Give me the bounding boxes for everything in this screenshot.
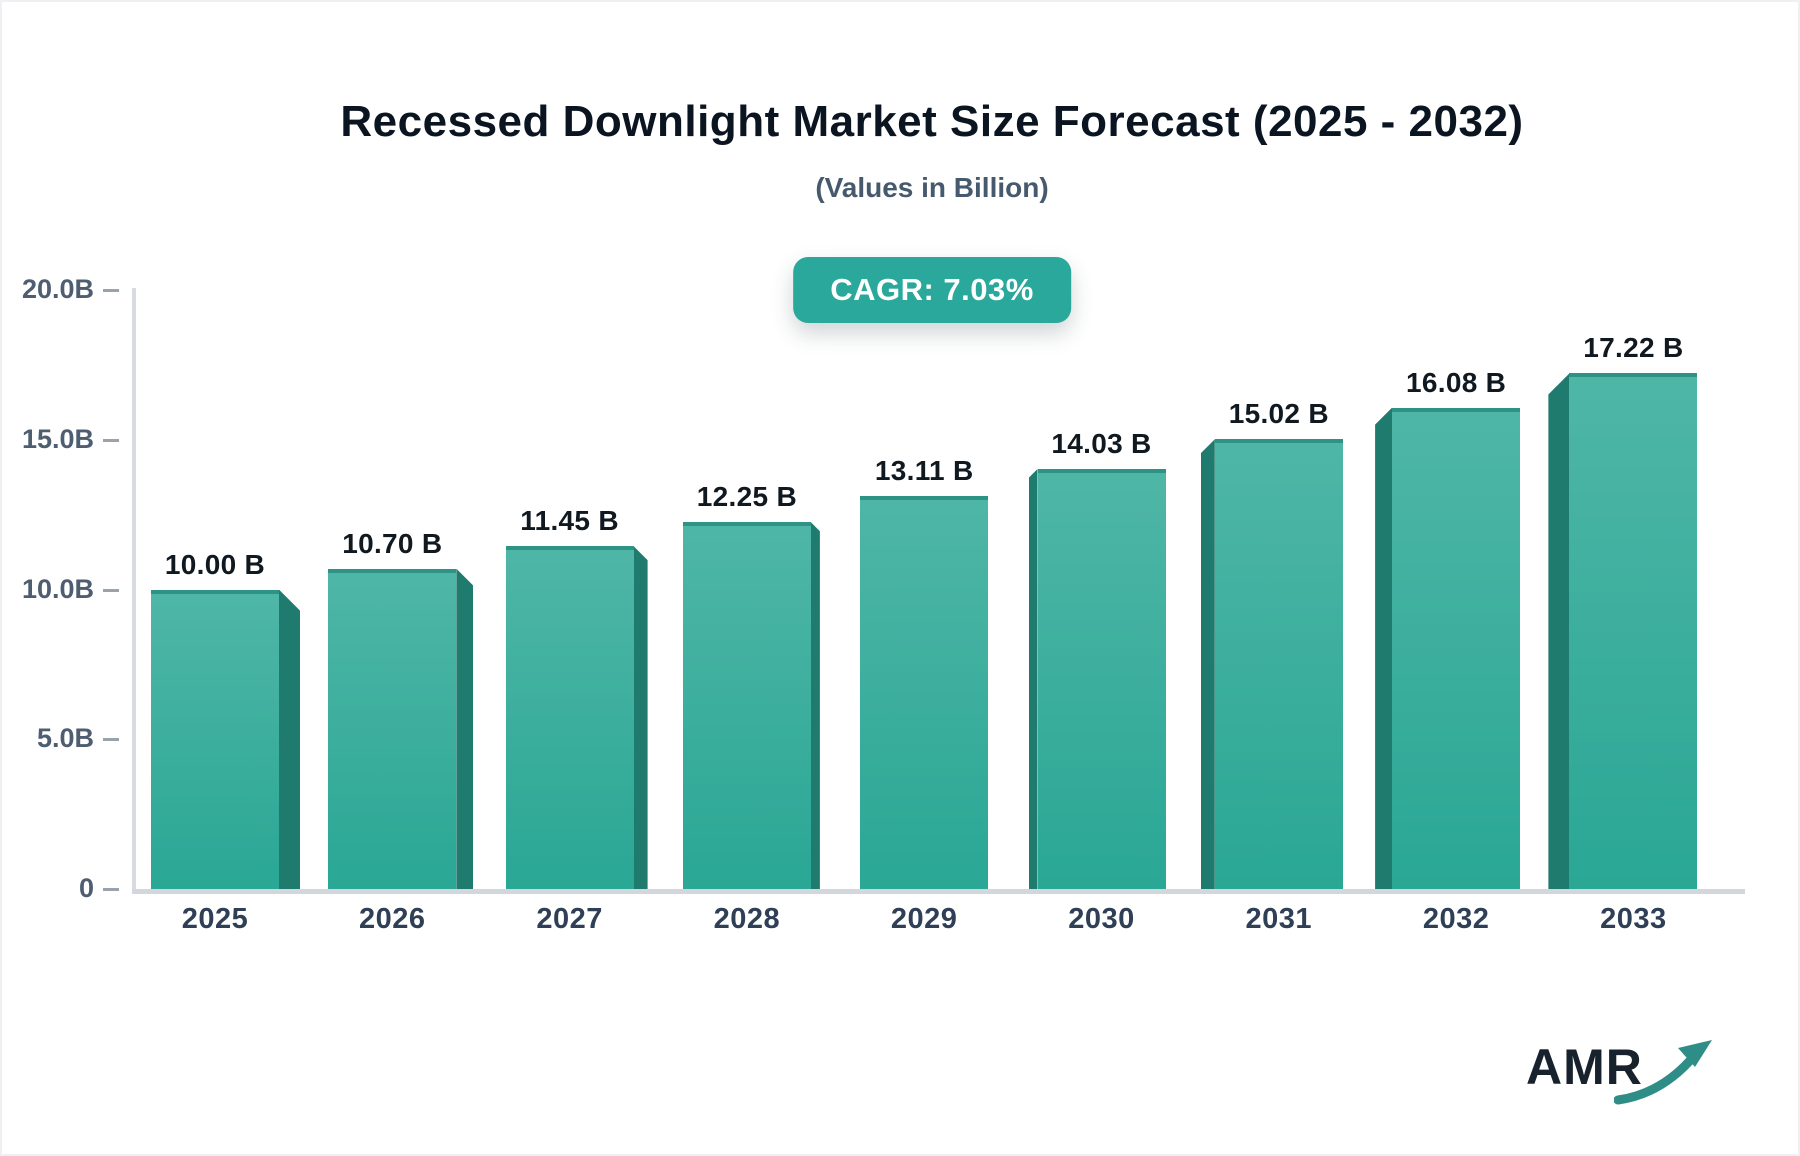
bar-value-label: 15.02 B [1228,398,1329,430]
x-axis-category-label: 2028 [713,903,781,935]
x-axis-category-label: 2027 [536,903,603,935]
bar-3d-side-2026 [456,568,474,889]
y-axis-tick-label: 0 [78,873,94,903]
x-axis-category-label: 2030 [1068,903,1135,935]
bar-3d-side-2033 [1548,373,1570,889]
y-axis-tick-mark [103,438,119,442]
brand-logo-text: AMR [1526,1039,1643,1095]
y-axis-line [132,288,136,889]
bar-3d-side-2027 [633,546,648,889]
x-axis-category-label: 2026 [359,903,426,935]
brand-logo: AMR [1526,1032,1716,1117]
bar-value-label: 12.25 B [696,481,797,513]
bar-2033 [1569,373,1698,889]
bar-value-label: 10.00 B [164,548,266,580]
bar-2027 [505,546,634,889]
bar-3d-side-2032 [1375,407,1393,889]
bar-2030 [1037,468,1166,889]
bar-3d-side-2028 [810,522,820,889]
x-axis-category-label: 2032 [1422,903,1490,935]
bar-2029 [860,496,989,889]
bar-2026 [328,568,457,889]
chart-title: Recessed Downlight Market Size Forecast … [340,97,1524,146]
bar-value-label: 17.22 B [1583,332,1684,364]
y-axis-tick-mark [103,289,119,293]
y-axis-tick-label: 5.0B [36,723,94,754]
cagr-badge: CAGR: 7.03% [793,257,1071,323]
x-axis-category-label: 2029 [890,903,958,935]
y-axis-tick-mark [103,738,119,742]
x-axis-category-label: 2025 [181,903,249,935]
bar-2032 [1392,407,1521,889]
bar-value-label: 11.45 B [520,505,619,537]
bar-value-label: 13.11 B [874,455,974,487]
x-axis-baseline [132,889,1745,894]
y-axis-tick-label: 20.0B [21,274,94,305]
growth-arrow-icon [1614,1040,1712,1105]
bar-2028 [682,522,811,889]
chart-subtitle: (Values in Billion) [815,172,1049,203]
bar-3d-side-2031 [1200,439,1215,889]
y-axis-tick-mark [103,888,119,891]
bar-2025 [151,589,279,889]
bar-2031 [1214,439,1343,889]
bar-value-label: 14.03 B [1051,427,1152,459]
x-axis-category-label: 2031 [1245,903,1313,935]
y-axis-tick-label: 15.0B [21,423,94,454]
y-axis-tick-mark [103,588,119,592]
bar-3d-side-2030 [1028,468,1038,889]
x-axis-category-label: 2033 [1600,903,1667,935]
bar-value-label: 16.08 B [1406,366,1507,398]
bar-value-label: 10.70 B [342,527,443,559]
y-axis-tick-label: 10.0B [21,573,94,604]
bar-3d-side-2025 [279,589,300,889]
